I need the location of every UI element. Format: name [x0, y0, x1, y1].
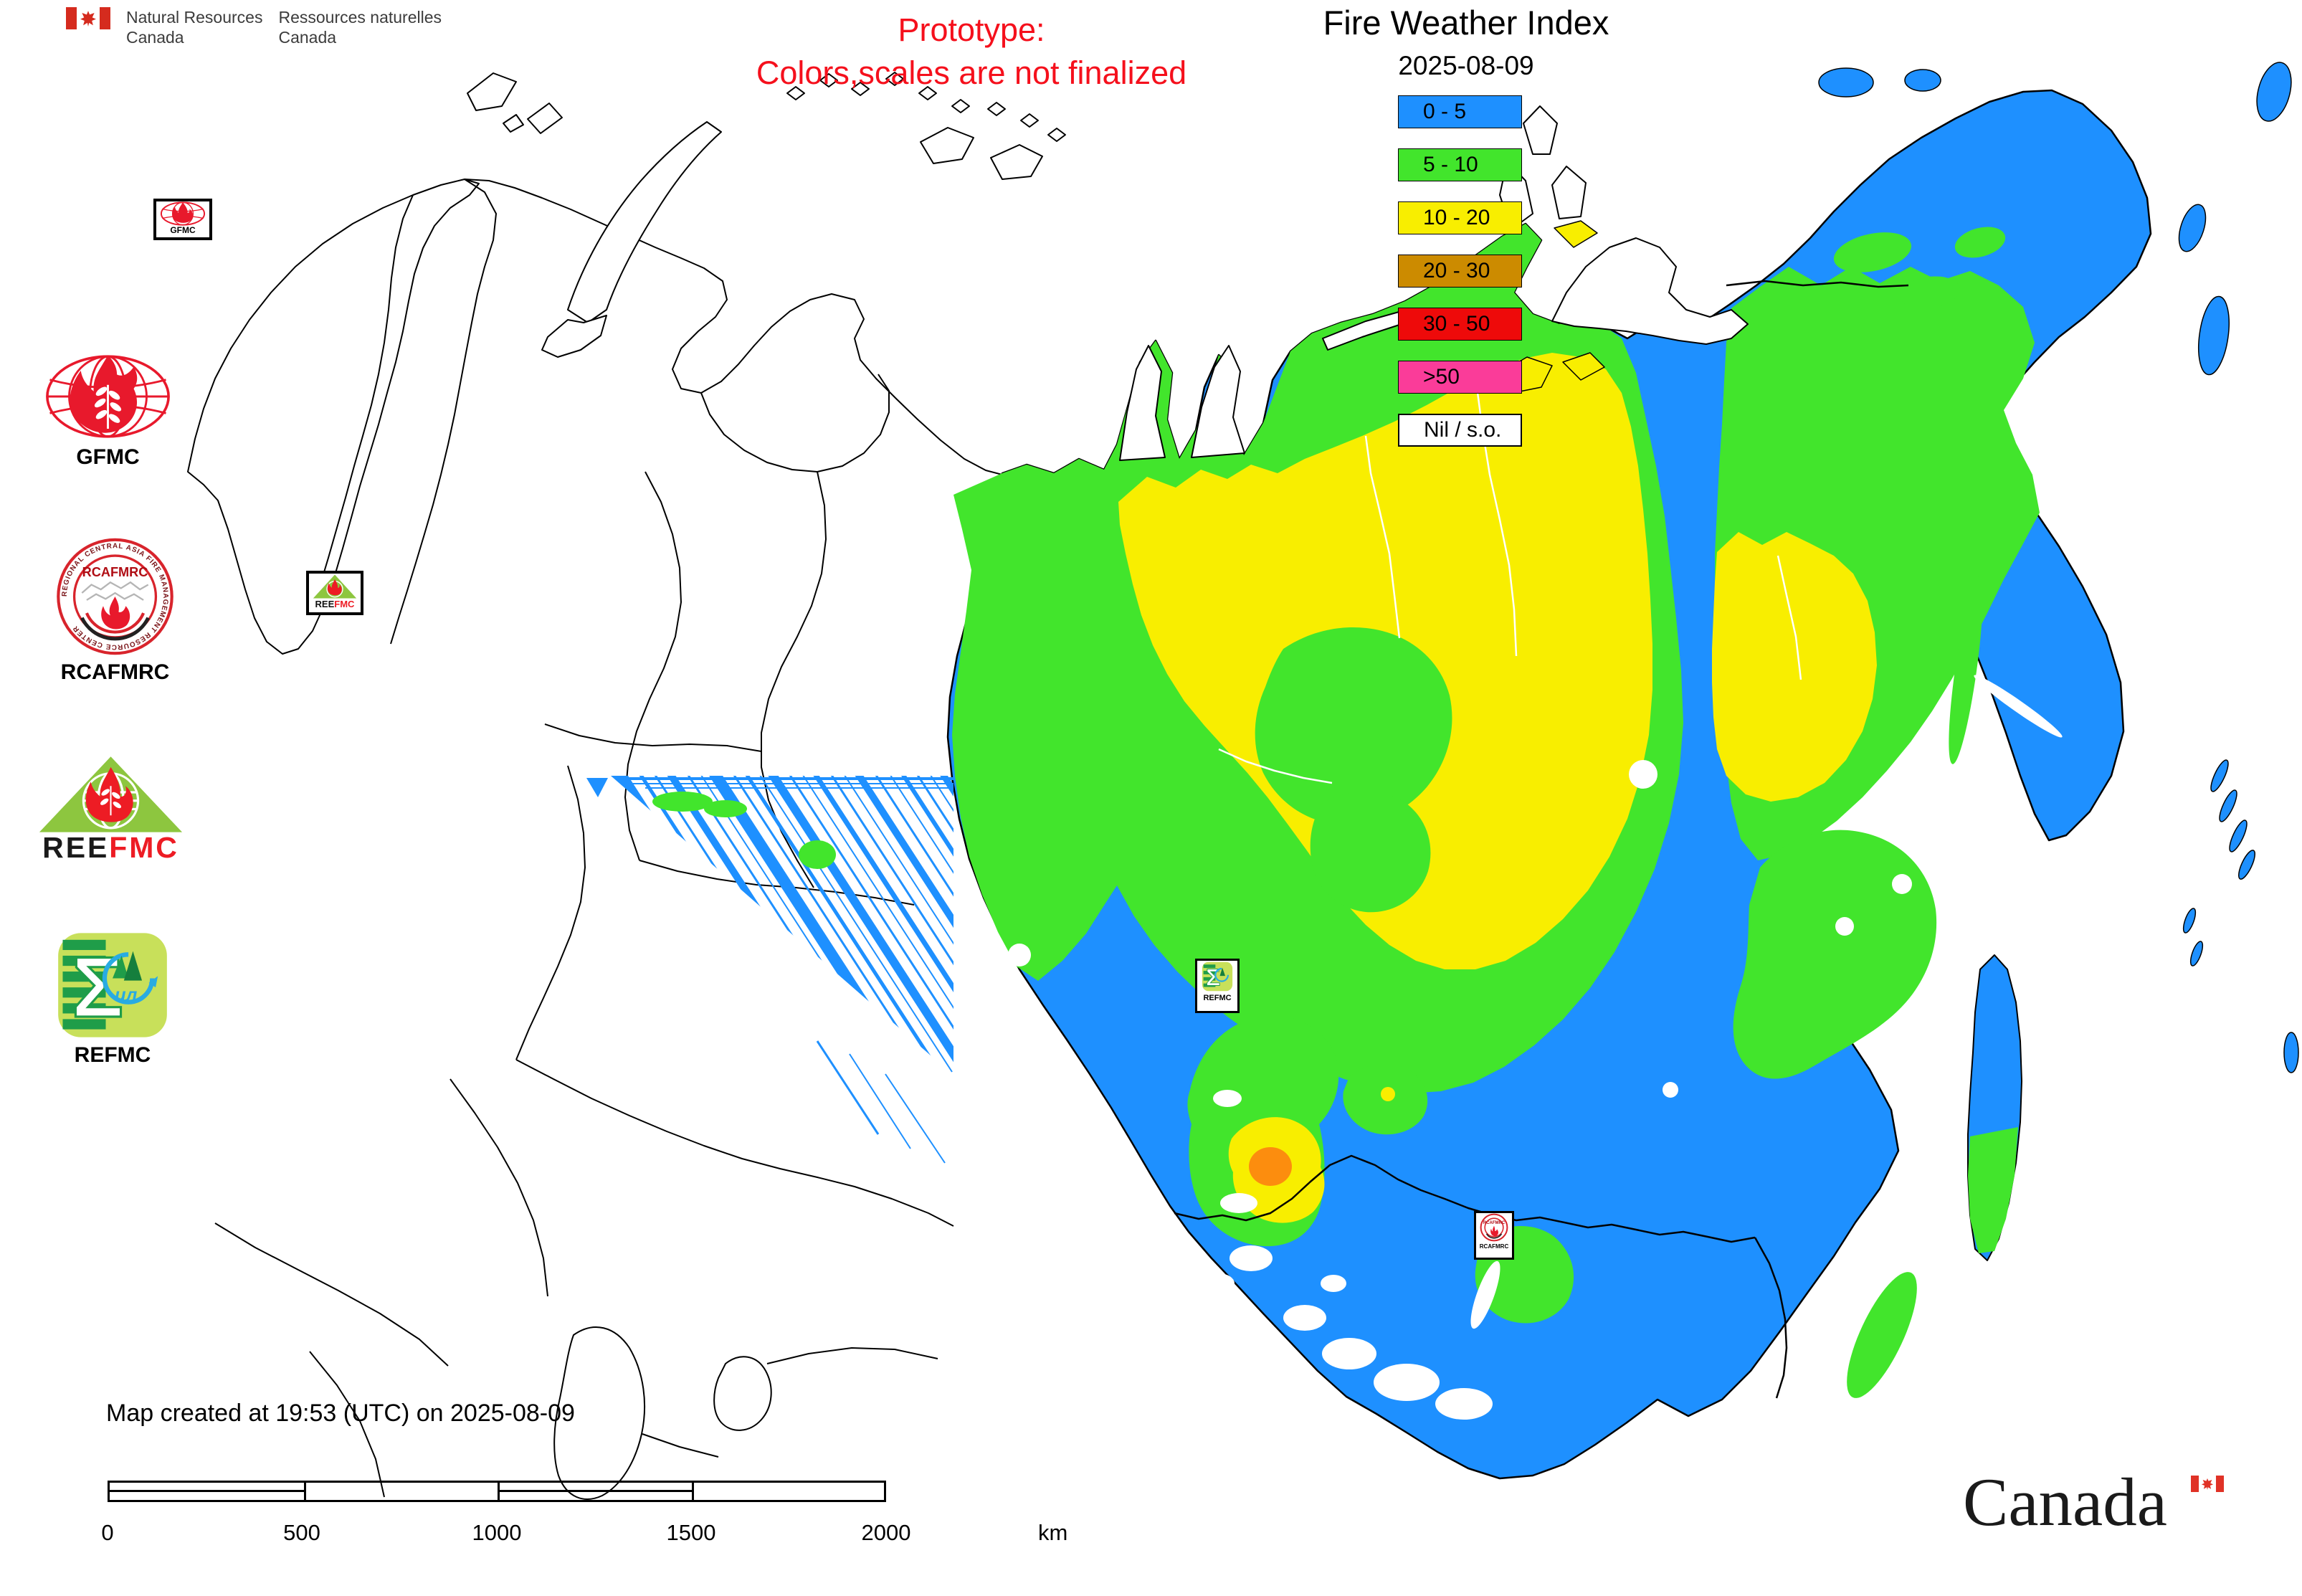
scale-bar: 0 500 1000 1500 2000 km [101, 1481, 1067, 1574]
rcafmrc-logo: REGIONAL CENTRAL ASIA FIRE MANAGEMENT RE… [56, 536, 174, 685]
legend-label: 20 - 30 [1423, 259, 1490, 282]
reefmc-logo: REEFMC [37, 754, 184, 865]
scale-tick-500: 500 [283, 1520, 320, 1545]
canada-wordmark: Canada [1963, 1463, 2224, 1542]
prototype-notice-line2: Colors,scales are not finalized [756, 54, 1187, 91]
map-nil-holes [1008, 675, 2063, 1420]
western-outline-layer [187, 72, 1066, 1500]
refmc-sigma-icon: Σ ил [58, 933, 167, 1037]
scale-tick-0: 0 [101, 1520, 114, 1545]
prototype-notice: Prototype: Colors,scales are not finaliz… [667, 9, 1276, 95]
fwi-green-inside-yellow [1255, 627, 1452, 913]
map-title-block: Fire Weather Index 2025-08-09 [1251, 3, 1681, 81]
fwi-data-layer [586, 62, 2299, 1480]
map-created-text: Map created at 19:53 (UTC) on 2025-08-09 [106, 1400, 575, 1427]
gfmc-label: GFMC [76, 445, 140, 469]
lake-baikal [1470, 1260, 1500, 1329]
scale-tick-1000: 1000 [472, 1520, 522, 1545]
nrcan-english: Natural Resources Canada [126, 8, 263, 47]
gfmc-mini-icon [160, 201, 206, 226]
map-marker-refmc: Σ REFMC [1195, 959, 1240, 1013]
legend-label: 0 - 5 [1423, 100, 1467, 123]
scale-bar-outline [108, 1481, 886, 1502]
legend-label: >50 [1423, 365, 1460, 389]
rcafmrc-circle-icon: REGIONAL CENTRAL ASIA FIRE MANAGEMENT RE… [57, 538, 173, 655]
scale-tick-2000: 2000 [861, 1520, 911, 1545]
legend-label: 30 - 50 [1423, 312, 1490, 336]
legend-item-5-10: 5 - 10 [1398, 148, 1522, 181]
wordmark-flag-icon [2191, 1476, 2224, 1492]
legend-label: Nil / s.o. [1424, 418, 1502, 442]
legend-label: 10 - 20 [1423, 206, 1490, 229]
scale-unit: km [1038, 1520, 1068, 1545]
reefmc-triangle-icon: REEFMC [39, 756, 183, 864]
nrcan-signature: Natural Resources Canada Ressources natu… [66, 7, 442, 47]
scale-tick-1500: 1500 [666, 1520, 716, 1545]
country-borders [1174, 280, 1909, 1399]
svg-text:Σ: Σ [1206, 964, 1220, 991]
refmc-mini-icon: Σ [1202, 961, 1233, 992]
svg-text:REEFMC: REEFMC [42, 831, 179, 862]
legend-item-10-20: 10 - 20 [1398, 201, 1522, 234]
svg-text:RCAFMRC: RCAFMRC [1483, 1221, 1506, 1225]
svg-text:ил: ил [115, 985, 137, 1005]
refmc-logo: Σ ил REFMC [56, 931, 169, 1068]
svg-text:Σ: Σ [72, 939, 123, 1035]
prototype-notice-line1: Prototype: [898, 11, 1045, 48]
fwi-region-20-30-hotspot [1249, 1147, 1292, 1186]
reefmc-mini-icon [313, 574, 357, 599]
legend-item-20-30: 20 - 30 [1398, 255, 1522, 288]
legend-label: 5 - 10 [1423, 153, 1478, 176]
legend-item-0-5: 0 - 5 [1398, 95, 1522, 128]
map-marker-reefmc: REEFMC [306, 571, 363, 615]
page-title: Fire Weather Index [1323, 4, 1609, 42]
map-date: 2025-08-09 [1398, 51, 1534, 80]
refmc-label: REFMC [74, 1043, 151, 1067]
svg-text:RCAFMRC: RCAFMRC [82, 565, 148, 579]
east-islands [1967, 62, 2299, 1261]
canada-flag-icon [66, 7, 110, 29]
fwi-legend: 0 - 5 5 - 10 10 - 20 20 - 30 30 - 50 >50… [1398, 95, 1522, 467]
map-marker-rcafmrc: RCAFMRC RCAFMRC [1474, 1211, 1514, 1260]
gfmc-globe-flame-icon [46, 355, 170, 438]
rcafmrc-label: RCAFMRC [60, 660, 170, 684]
legend-item-30-50: 30 - 50 [1398, 308, 1522, 341]
gfmc-logo: GFMC [42, 351, 174, 470]
legend-item-gt50: >50 [1398, 361, 1522, 394]
rcafmrc-mini-icon: RCAFMRC [1480, 1213, 1508, 1242]
arctic-nodata-fringe [1119, 105, 1749, 461]
map-marker-gfmc: GFMC [153, 199, 212, 240]
nrcan-french: Ressources naturelles Canada [278, 8, 442, 47]
legend-item-nil: Nil / s.o. [1398, 414, 1522, 447]
